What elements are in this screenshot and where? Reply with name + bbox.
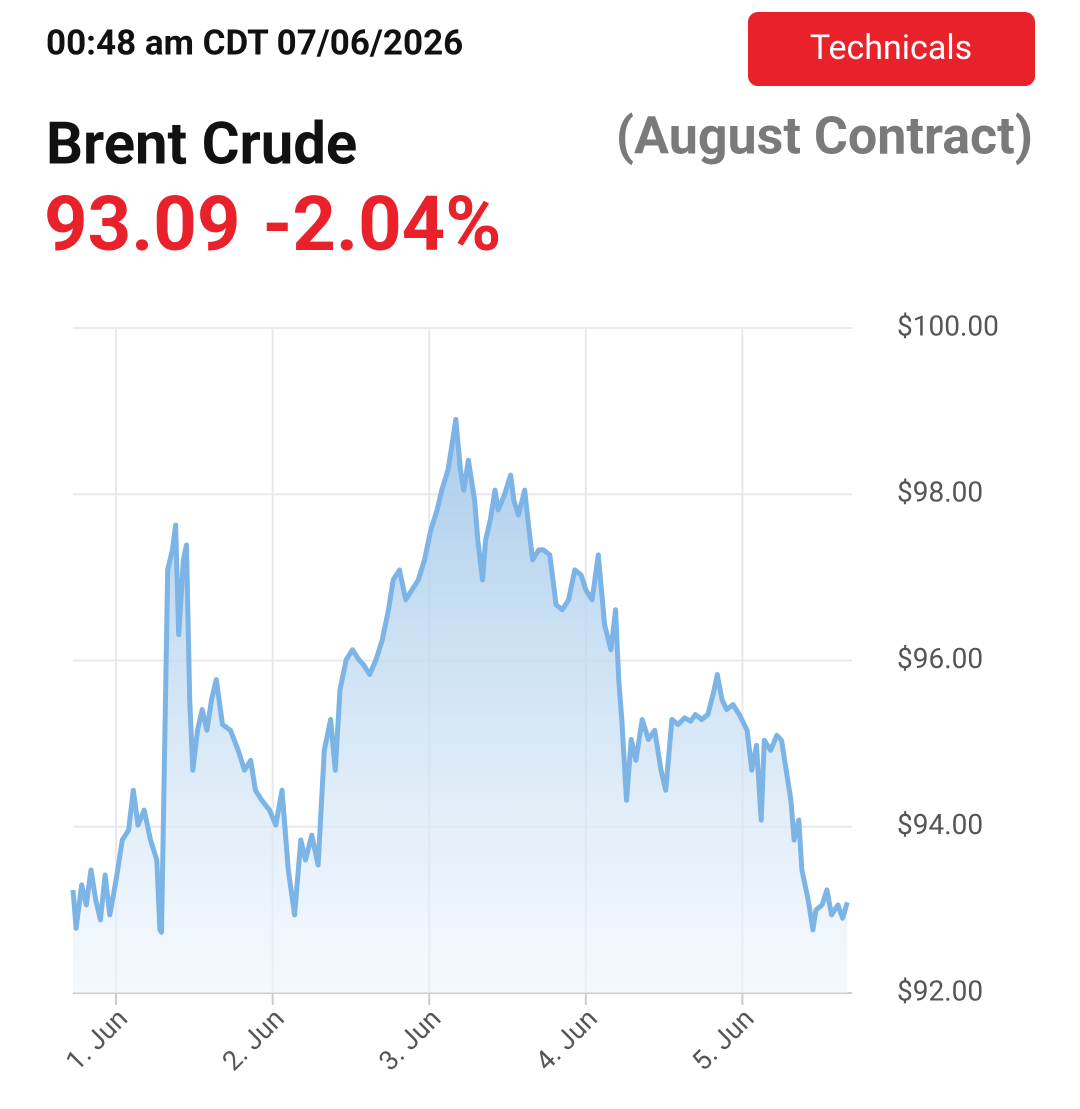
x-tick-label: 3. Jun	[372, 1002, 447, 1077]
area	[73, 419, 848, 993]
x-tick-label: 1. Jun	[59, 1002, 134, 1077]
y-tick-label: $98.00	[897, 476, 983, 509]
y-tick-label: $92.00	[897, 974, 983, 1007]
y-tick-label: $100.00	[897, 309, 999, 342]
quote: 93.09 -2.04%	[44, 179, 501, 269]
price-line	[70, 416, 850, 935]
timestamp: 00:48 am CDT 07/06/2026	[46, 22, 463, 63]
instrument-name: Brent Crude	[46, 110, 357, 178]
technicals-button[interactable]	[748, 12, 1035, 86]
contract: (August Contract)	[616, 106, 1033, 167]
y-tick-label: $94.00	[897, 808, 983, 841]
chart: $92.00 $94.00 $96.00 $98.00 $100.00 1. Jun 2. …	[59, 309, 998, 1077]
y-tick-label: $96.00	[897, 642, 983, 675]
price: 93.09	[44, 179, 240, 269]
x-tick-label: 5. Jun	[686, 1002, 761, 1077]
x-tick-label: 2. Jun	[216, 1002, 291, 1077]
x-tick-label: 4. Jun	[529, 1002, 604, 1077]
technicals-label[interactable]: Technicals	[810, 28, 972, 68]
change: -2.04%	[262, 179, 501, 269]
